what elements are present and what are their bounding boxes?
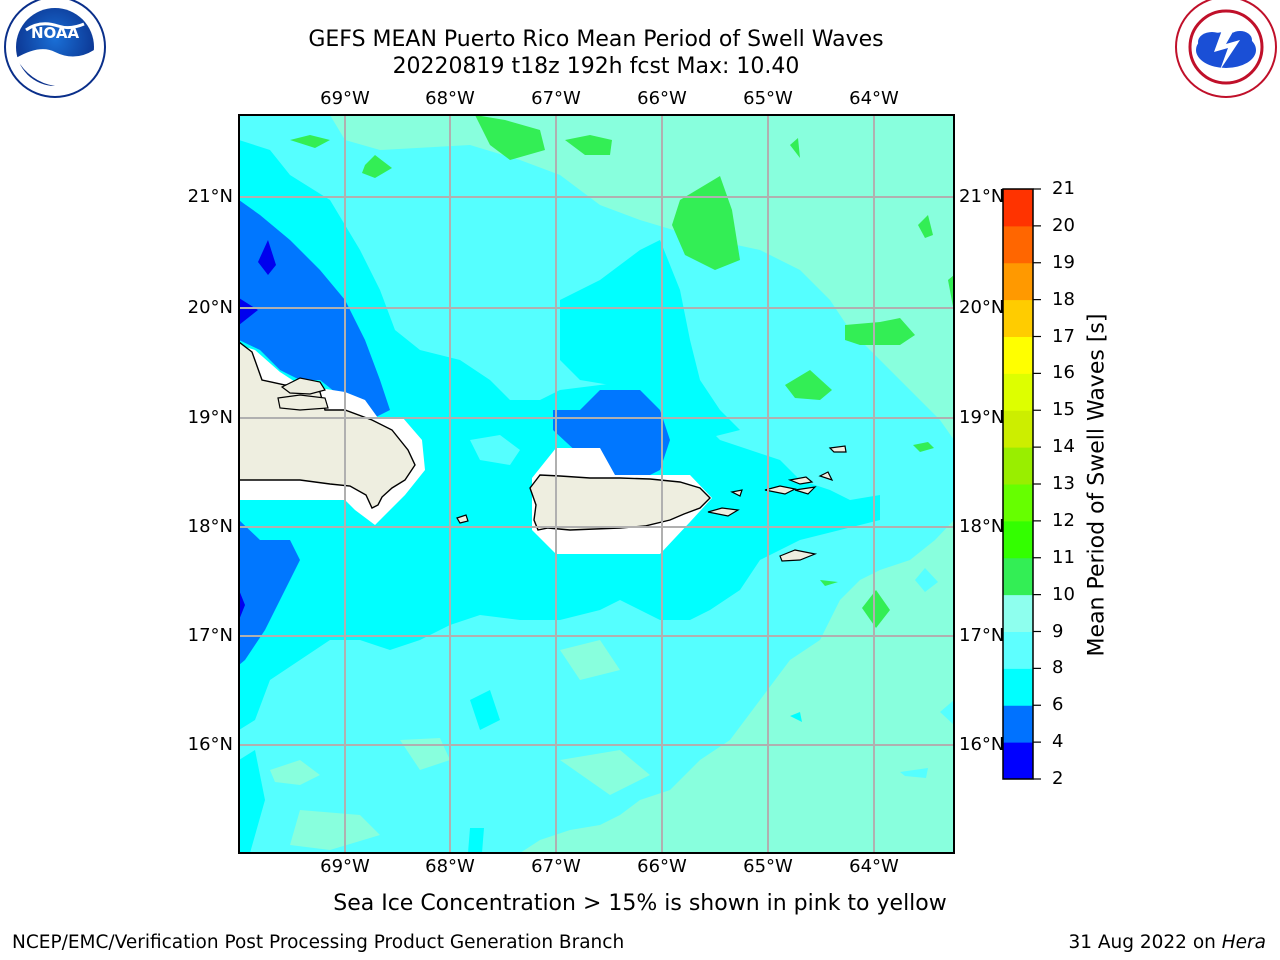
noaa-logo-text: NOAA bbox=[31, 24, 80, 42]
st-croix-island bbox=[779, 549, 818, 562]
footer-credit: NCEP/EMC/Verification Post Processing Pr… bbox=[12, 932, 625, 953]
noaa-logo-icon: NOAA bbox=[4, 0, 106, 98]
lon-label-bottom-69w: 69°W bbox=[320, 856, 370, 877]
lat-label-right-21n: 21°N bbox=[959, 186, 1005, 207]
colorbar-tick-label: 2 bbox=[1052, 768, 1064, 789]
lon-label-bottom-66w: 66°W bbox=[637, 856, 687, 877]
colorbar-segment bbox=[1003, 742, 1033, 780]
colorbar-ticks bbox=[1033, 188, 1041, 780]
colorbar-title: Mean Period of Swell Waves [s] bbox=[1084, 313, 1110, 657]
colorbar-tick-label: 21 bbox=[1052, 178, 1075, 199]
footer-date: 31 Aug 2022 on Hera bbox=[1068, 932, 1266, 953]
colorbar-tick-label: 20 bbox=[1052, 214, 1075, 236]
swell-period-field bbox=[239, 115, 954, 853]
lon-label-top-67w: 67°W bbox=[531, 88, 581, 109]
colorbar-tick-label: 13 bbox=[1052, 473, 1075, 494]
colorbar-segment bbox=[1003, 668, 1033, 706]
colorbar-segment bbox=[1003, 520, 1033, 559]
lat-label-left-19n: 19°N bbox=[187, 407, 233, 428]
colorbar-tick-label: 11 bbox=[1052, 546, 1075, 568]
chart-subtitle: 20220819 t18z 192h fcst Max: 10.40 bbox=[392, 54, 800, 79]
colorbar-segment bbox=[1003, 225, 1033, 264]
colorbar-segment bbox=[1003, 631, 1033, 669]
puerto-rico-landmass bbox=[529, 474, 711, 531]
lon-label-bottom-65w: 65°W bbox=[743, 856, 793, 877]
colorbar-tick-label: 6 bbox=[1052, 694, 1064, 716]
chart-title: GEFS MEAN Puerto Rico Mean Period of Swe… bbox=[308, 27, 884, 52]
colorbar-tick-label: 16 bbox=[1052, 362, 1075, 384]
lat-label-left-18n: 18°N bbox=[187, 516, 233, 537]
colorbar-segment bbox=[1003, 373, 1033, 411]
lat-label-left-20n: 20°N bbox=[187, 297, 233, 318]
colorbar-tick-label: 4 bbox=[1052, 731, 1064, 753]
colorbar-segment bbox=[1003, 447, 1033, 485]
lat-label-left-21n: 21°N bbox=[187, 186, 233, 207]
field-4-6-west bbox=[239, 200, 390, 420]
lat-label-left-17n: 17°N bbox=[187, 625, 233, 646]
colorbar-tick-label: 19 bbox=[1052, 251, 1075, 273]
colorbar-tick-label: 12 bbox=[1052, 509, 1075, 531]
colorbar-tick-label: 17 bbox=[1052, 325, 1075, 347]
lat-label-right-20n: 20°N bbox=[959, 297, 1005, 318]
colorbar-segment bbox=[1003, 410, 1033, 448]
colorbar-segments bbox=[1003, 189, 1033, 780]
colorbar-segment bbox=[1003, 336, 1033, 374]
map-gridlines bbox=[239, 115, 954, 853]
lon-label-bottom-64w: 64°W bbox=[849, 856, 899, 877]
colorbar-tick-label: 8 bbox=[1052, 657, 1064, 679]
lon-label-bottom-68w: 68°W bbox=[425, 856, 475, 877]
lat-label-right-16n: 16°N bbox=[959, 734, 1005, 755]
colorbar-tick-label: 15 bbox=[1052, 399, 1075, 421]
colorbar bbox=[1002, 188, 1041, 780]
colorbar-segment bbox=[1003, 484, 1033, 522]
lon-label-top-66w: 66°W bbox=[637, 88, 687, 109]
lat-label-left-16n: 16°N bbox=[187, 734, 233, 755]
field-10-11 bbox=[475, 115, 545, 160]
colorbar-segment bbox=[1003, 262, 1033, 301]
colorbar-tick-label: 9 bbox=[1052, 620, 1064, 642]
colorbar-segment bbox=[1003, 189, 1033, 227]
colorbar-tick-label: 14 bbox=[1052, 436, 1075, 458]
colorbar-segment bbox=[1003, 299, 1033, 337]
lon-label-bottom-67w: 67°W bbox=[531, 856, 581, 877]
footer-date-text: 31 Aug 2022 on bbox=[1068, 932, 1222, 953]
field-4-6-pr bbox=[553, 390, 670, 480]
nws-logo-icon bbox=[1175, 0, 1277, 98]
lat-label-right-18n: 18°N bbox=[959, 516, 1005, 537]
lon-label-top-64w: 64°W bbox=[849, 88, 899, 109]
colorbar-tick-label: 10 bbox=[1052, 583, 1075, 605]
map-frame bbox=[238, 114, 955, 854]
colorbar-segment bbox=[1003, 594, 1033, 632]
footer-host: Hera bbox=[1221, 932, 1266, 953]
sea-ice-note: Sea Ice Concentration > 15% is shown in … bbox=[333, 891, 947, 916]
lat-label-right-17n: 17°N bbox=[959, 625, 1005, 646]
lon-label-top-69w: 69°W bbox=[320, 88, 370, 109]
lon-label-top-65w: 65°W bbox=[743, 88, 793, 109]
lat-label-right-19n: 19°N bbox=[959, 407, 1005, 428]
colorbar-tick-label: 18 bbox=[1052, 288, 1075, 310]
colorbar-segment bbox=[1003, 705, 1033, 743]
colorbar-segment bbox=[1003, 557, 1033, 596]
lon-label-top-68w: 68°W bbox=[425, 88, 475, 109]
